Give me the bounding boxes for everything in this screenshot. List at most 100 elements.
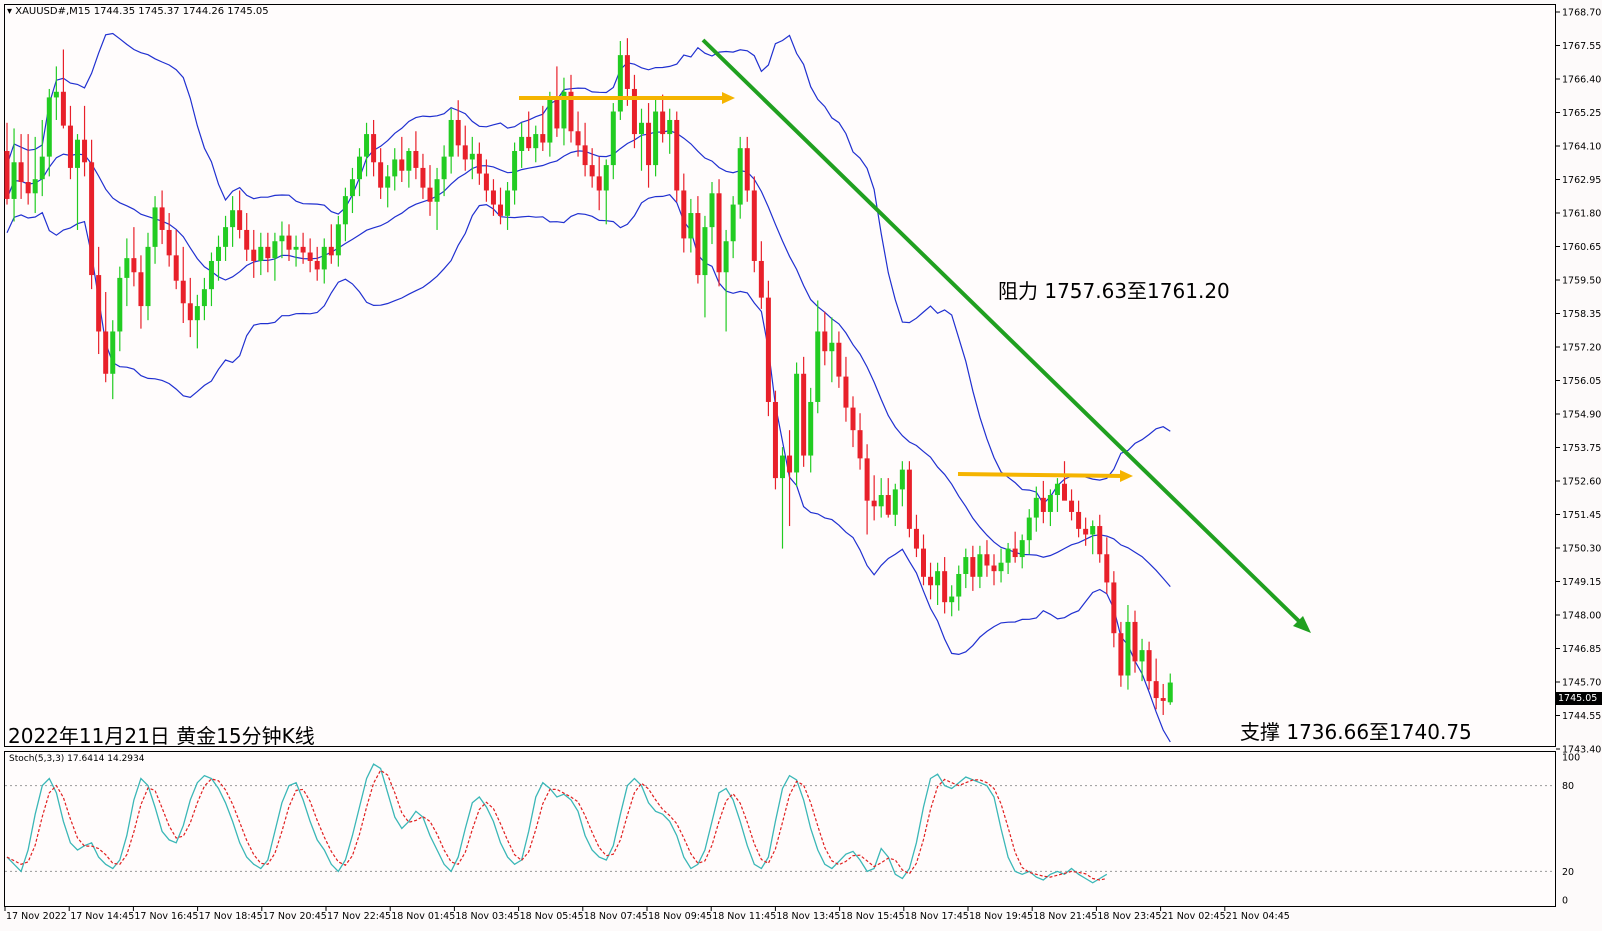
candle <box>709 182 715 245</box>
candle <box>328 224 334 264</box>
candle-body <box>272 241 278 259</box>
candle <box>610 103 616 180</box>
candle <box>75 134 80 230</box>
candle <box>335 215 341 267</box>
candle-body <box>808 401 814 456</box>
candle-body <box>476 153 482 174</box>
candle <box>89 139 95 290</box>
candle-body <box>575 131 581 146</box>
candle <box>60 49 66 129</box>
candle <box>942 557 948 614</box>
candle <box>589 148 595 188</box>
candle <box>956 565 962 611</box>
candle-body <box>667 119 673 135</box>
candle <box>899 461 905 507</box>
candle-body <box>603 165 609 191</box>
stoch-label: Stoch(5,3,3) 17.6414 14.2934 <box>9 754 145 764</box>
candle-body <box>942 571 948 603</box>
stoch-main-line <box>6 763 1108 884</box>
stoch-panel[interactable] <box>4 751 1556 907</box>
candle <box>716 179 722 287</box>
candle <box>173 229 179 290</box>
resistance-arrow-lower <box>957 472 1124 478</box>
candle-body <box>554 97 560 129</box>
candle-body <box>540 134 546 143</box>
time-tick-label: 18 Nov 07:45 <box>584 911 648 922</box>
candle-body <box>498 204 503 216</box>
candle-body <box>723 241 729 273</box>
candle-body <box>406 150 412 171</box>
price-tick-label: 1750.30 <box>1562 544 1601 555</box>
candle <box>300 232 306 264</box>
candle-body <box>1146 650 1152 682</box>
candle-body <box>1033 497 1039 518</box>
candle-body <box>801 373 807 456</box>
candle <box>39 119 45 197</box>
candle-body <box>166 229 172 256</box>
candle-body <box>547 97 553 143</box>
candle-body <box>60 91 66 126</box>
candle <box>265 232 271 273</box>
candle-body <box>505 190 511 216</box>
candle-body <box>533 134 539 149</box>
candle-body <box>589 165 595 177</box>
candle-body <box>420 167 426 188</box>
candle-body <box>1118 633 1124 676</box>
price-tick-label: 1762.95 <box>1562 175 1601 186</box>
candle <box>53 66 59 120</box>
time-tick-label: 17 Nov 2022 <box>6 911 67 922</box>
price-tick-label: 1765.25 <box>1562 108 1601 119</box>
candle <box>787 430 793 527</box>
candle <box>758 241 764 309</box>
candle-body <box>187 303 193 321</box>
candle <box>1118 621 1124 687</box>
candle <box>744 136 750 202</box>
candle-body <box>392 159 398 177</box>
candle-body <box>1026 517 1032 541</box>
collapse-triangle-icon[interactable]: ▾ <box>7 6 13 17</box>
candle-body <box>201 289 207 307</box>
candle-body <box>293 246 299 250</box>
resistance-annotation: 阻力 1757.63至1761.20 <box>998 279 1230 303</box>
candle <box>568 74 574 143</box>
candle <box>871 475 877 521</box>
stoch-level-label: 80 <box>1562 781 1574 792</box>
candle-body <box>949 596 955 603</box>
candle <box>25 134 31 205</box>
price-tick-label: 1751.45 <box>1562 510 1601 521</box>
candle <box>1054 478 1060 512</box>
resistance-arrow-upper-head <box>722 92 735 104</box>
candle-body <box>96 275 102 332</box>
candle <box>145 232 151 321</box>
candle <box>794 362 800 487</box>
candle <box>533 125 539 163</box>
time-tick-label: 18 Nov 19:45 <box>969 911 1033 922</box>
candle <box>653 97 659 177</box>
candle <box>730 196 736 259</box>
candle <box>1076 500 1082 538</box>
candle <box>526 111 532 151</box>
candle-body <box>850 407 856 431</box>
candle-body <box>194 306 200 321</box>
candle <box>688 198 694 253</box>
candle-body <box>462 145 468 160</box>
time-tick-label: 17 Nov 20:45 <box>263 911 327 922</box>
candle-body <box>357 156 362 180</box>
candle-body <box>46 97 52 157</box>
time-tick-label: 18 Nov 13:45 <box>776 911 840 922</box>
candle <box>949 585 955 617</box>
candle <box>829 317 835 383</box>
candle-body <box>321 246 327 270</box>
time-tick-label: 21 Nov 04:45 <box>1226 911 1290 922</box>
candle <box>11 128 17 222</box>
candle-body <box>758 260 764 298</box>
current-price-marker: 1745.05 <box>1556 692 1602 705</box>
candle-body <box>223 227 229 247</box>
candle-body <box>991 565 997 572</box>
candle-body <box>110 331 116 374</box>
bollinger-bands <box>6 32 1171 743</box>
time-tick-label: 18 Nov 01:45 <box>391 911 455 922</box>
candle-body <box>519 136 525 151</box>
candle-body <box>1076 511 1082 529</box>
